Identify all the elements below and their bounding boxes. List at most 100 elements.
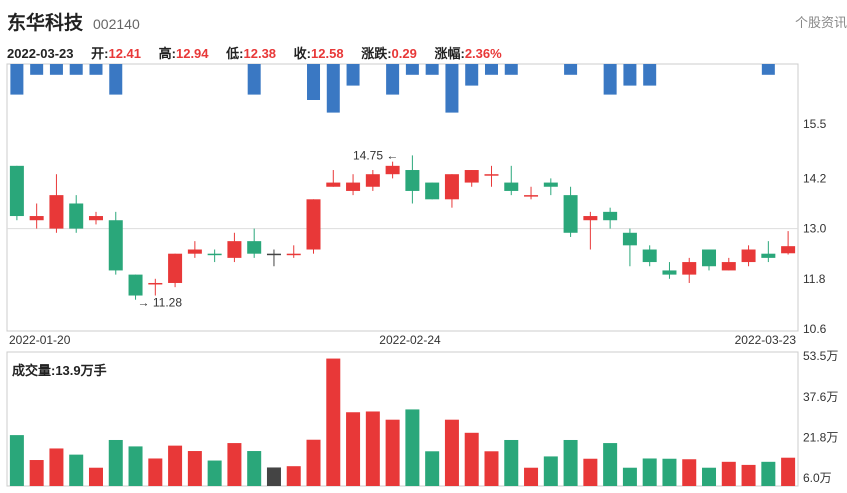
price-axis-label: 11.8 [803, 272, 826, 286]
volume-bar [9, 435, 24, 486]
candle-body [721, 262, 736, 271]
volume-bar [88, 467, 103, 486]
quote-date: 2022-03-23 [7, 46, 74, 61]
candle-body [88, 216, 103, 221]
candle-body [365, 174, 380, 187]
volume-frame [6, 351, 799, 487]
candle-body [49, 195, 64, 229]
volume-bar [385, 419, 400, 486]
volume-bar [326, 358, 341, 486]
indicator-bar [623, 64, 637, 86]
volume-bar [227, 443, 242, 486]
candle-body [563, 195, 578, 233]
date-axis-label: 2022-02-24 [379, 333, 441, 347]
candle-body [29, 216, 44, 221]
volume-axis-label: 37.6万 [803, 390, 838, 404]
candle-body [207, 253, 222, 256]
candle-body [781, 246, 796, 254]
indicator-bar [425, 64, 439, 75]
volume-bar [405, 409, 420, 486]
candle-body [524, 195, 539, 197]
volume-bar [741, 464, 756, 486]
kline-frame [6, 63, 799, 332]
candle-body [543, 182, 558, 187]
candle-body [603, 211, 618, 221]
candle-body [464, 170, 479, 183]
candle-body [247, 241, 262, 254]
candle-body [741, 249, 756, 263]
volume-bar [128, 446, 143, 486]
quote-summary: 2022-03-23 开:12.41 高:12.94 低:12.38 收:12.… [7, 43, 516, 62]
indicator-bar [307, 64, 321, 100]
candle-body [168, 253, 183, 283]
indicator-bar [564, 64, 578, 75]
candle-body [425, 182, 440, 200]
quote-close: 收:12.58 [293, 46, 344, 61]
volume-bar [543, 456, 558, 486]
quote-open: 开:12.41 [91, 46, 142, 61]
candle-body [444, 174, 459, 200]
price-axis-label: 14.2 [803, 171, 827, 185]
date-axis-label: 2022-01-20 [9, 333, 71, 347]
volume-bar [266, 467, 281, 486]
volume-bar [721, 461, 736, 486]
candle-body [108, 220, 123, 271]
volume-bar [168, 445, 183, 486]
volume-bar [69, 454, 84, 486]
volume-bar [484, 451, 499, 486]
date-axis-label: 2022-03-23 [735, 333, 797, 347]
stock-news-link[interactable]: 个股资讯 [794, 15, 847, 30]
indicator-bar [346, 64, 360, 86]
volume-bar [524, 467, 539, 486]
candle-body [484, 174, 499, 176]
volume-bar [761, 461, 776, 486]
volume-bar [781, 457, 796, 486]
volume-bar [286, 466, 301, 486]
candle-body [761, 253, 776, 258]
candle-body [346, 182, 361, 191]
indicator-bar [643, 64, 657, 86]
quote-change: 涨跌:0.29 [361, 46, 417, 61]
volume-axis-label: 53.5万 [803, 349, 838, 363]
candle-body [9, 165, 24, 217]
volume-title: 成交量:13.9万手 [12, 363, 107, 378]
candle-body [642, 249, 657, 263]
candle-body [227, 241, 242, 258]
candle-body [702, 249, 717, 267]
indicator-bar [504, 64, 518, 75]
indicator-bar [69, 64, 83, 75]
volume-axis-label: 6.0万 [803, 471, 832, 485]
indicator-bar [761, 64, 775, 75]
volume-bar [49, 448, 64, 486]
candle-body [405, 170, 420, 191]
candle-body [69, 203, 84, 229]
quote-high: 高:12.94 [158, 46, 209, 61]
candle-body [187, 249, 202, 254]
volume-bar [306, 439, 321, 486]
indicator-bar [386, 64, 400, 95]
volume-bar [563, 439, 578, 486]
volume-bar [29, 460, 44, 486]
indicator-bar [10, 64, 24, 95]
candle-body [306, 199, 321, 250]
candle-body [504, 182, 519, 191]
indicator-bar [247, 64, 261, 95]
volume-bar [108, 439, 123, 486]
candle-body [148, 282, 163, 285]
indicator-bar [405, 64, 419, 75]
max-price-annotation: 14.75 ← [353, 148, 398, 162]
volume-bar [187, 451, 202, 486]
candle-body [286, 253, 301, 256]
indicator-bar [49, 64, 63, 75]
indicator-bar [30, 64, 44, 75]
volume-bar [247, 451, 262, 486]
volume-bar [603, 443, 618, 486]
candle-body [622, 232, 637, 246]
candle-body [682, 262, 697, 275]
indicator-bar [326, 64, 340, 113]
indicator-bar [109, 64, 123, 95]
indicator-bar [603, 64, 617, 95]
indicator-bar [484, 64, 498, 75]
volume-bar [504, 439, 519, 486]
